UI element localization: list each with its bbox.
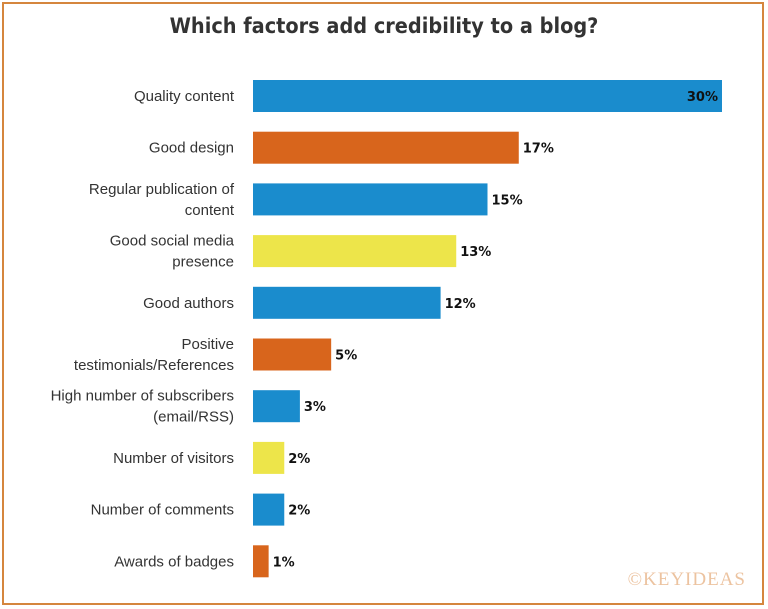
value-label-2: 15% [492, 193, 523, 208]
category-label-1: Good design [149, 140, 234, 157]
chart-title: Which factors add credibility to a blog? [169, 14, 599, 38]
value-label-1: 17% [523, 142, 554, 157]
bar-2 [253, 183, 488, 216]
bar-9 [253, 545, 269, 578]
bar-5 [253, 338, 332, 371]
category-label-8: Number of comments [91, 502, 234, 519]
category-label-0: Quality content [134, 88, 235, 105]
bar-3 [253, 235, 457, 268]
value-label-8: 2% [288, 504, 310, 519]
bar-1 [253, 131, 519, 164]
bar-0 [253, 80, 722, 112]
category-label-6: High number of subscribers (email/RSS) [51, 388, 234, 426]
category-label-7: Number of visitors [113, 450, 234, 467]
value-label-6: 3% [304, 400, 326, 415]
category-label-9: Awards of badges [114, 553, 234, 570]
category-label-3: Good social media presence [110, 233, 235, 271]
watermark: ©KEYIDEAS [627, 569, 746, 590]
category-label-2: Regular publication of content [89, 181, 235, 219]
bar-6 [253, 390, 300, 423]
value-label-4: 12% [445, 297, 476, 312]
category-label-4: Good authors [143, 295, 234, 312]
value-label-7: 2% [288, 452, 310, 467]
value-label-3: 13% [460, 245, 491, 260]
bar-7 [253, 441, 285, 474]
value-label-5: 5% [335, 349, 357, 364]
value-label-9: 1% [273, 555, 295, 570]
bar-4 [253, 286, 441, 319]
bar-8 [253, 493, 285, 526]
value-label-0: 30% [687, 90, 718, 105]
category-label-5: Positive testimonials/References [74, 336, 234, 374]
